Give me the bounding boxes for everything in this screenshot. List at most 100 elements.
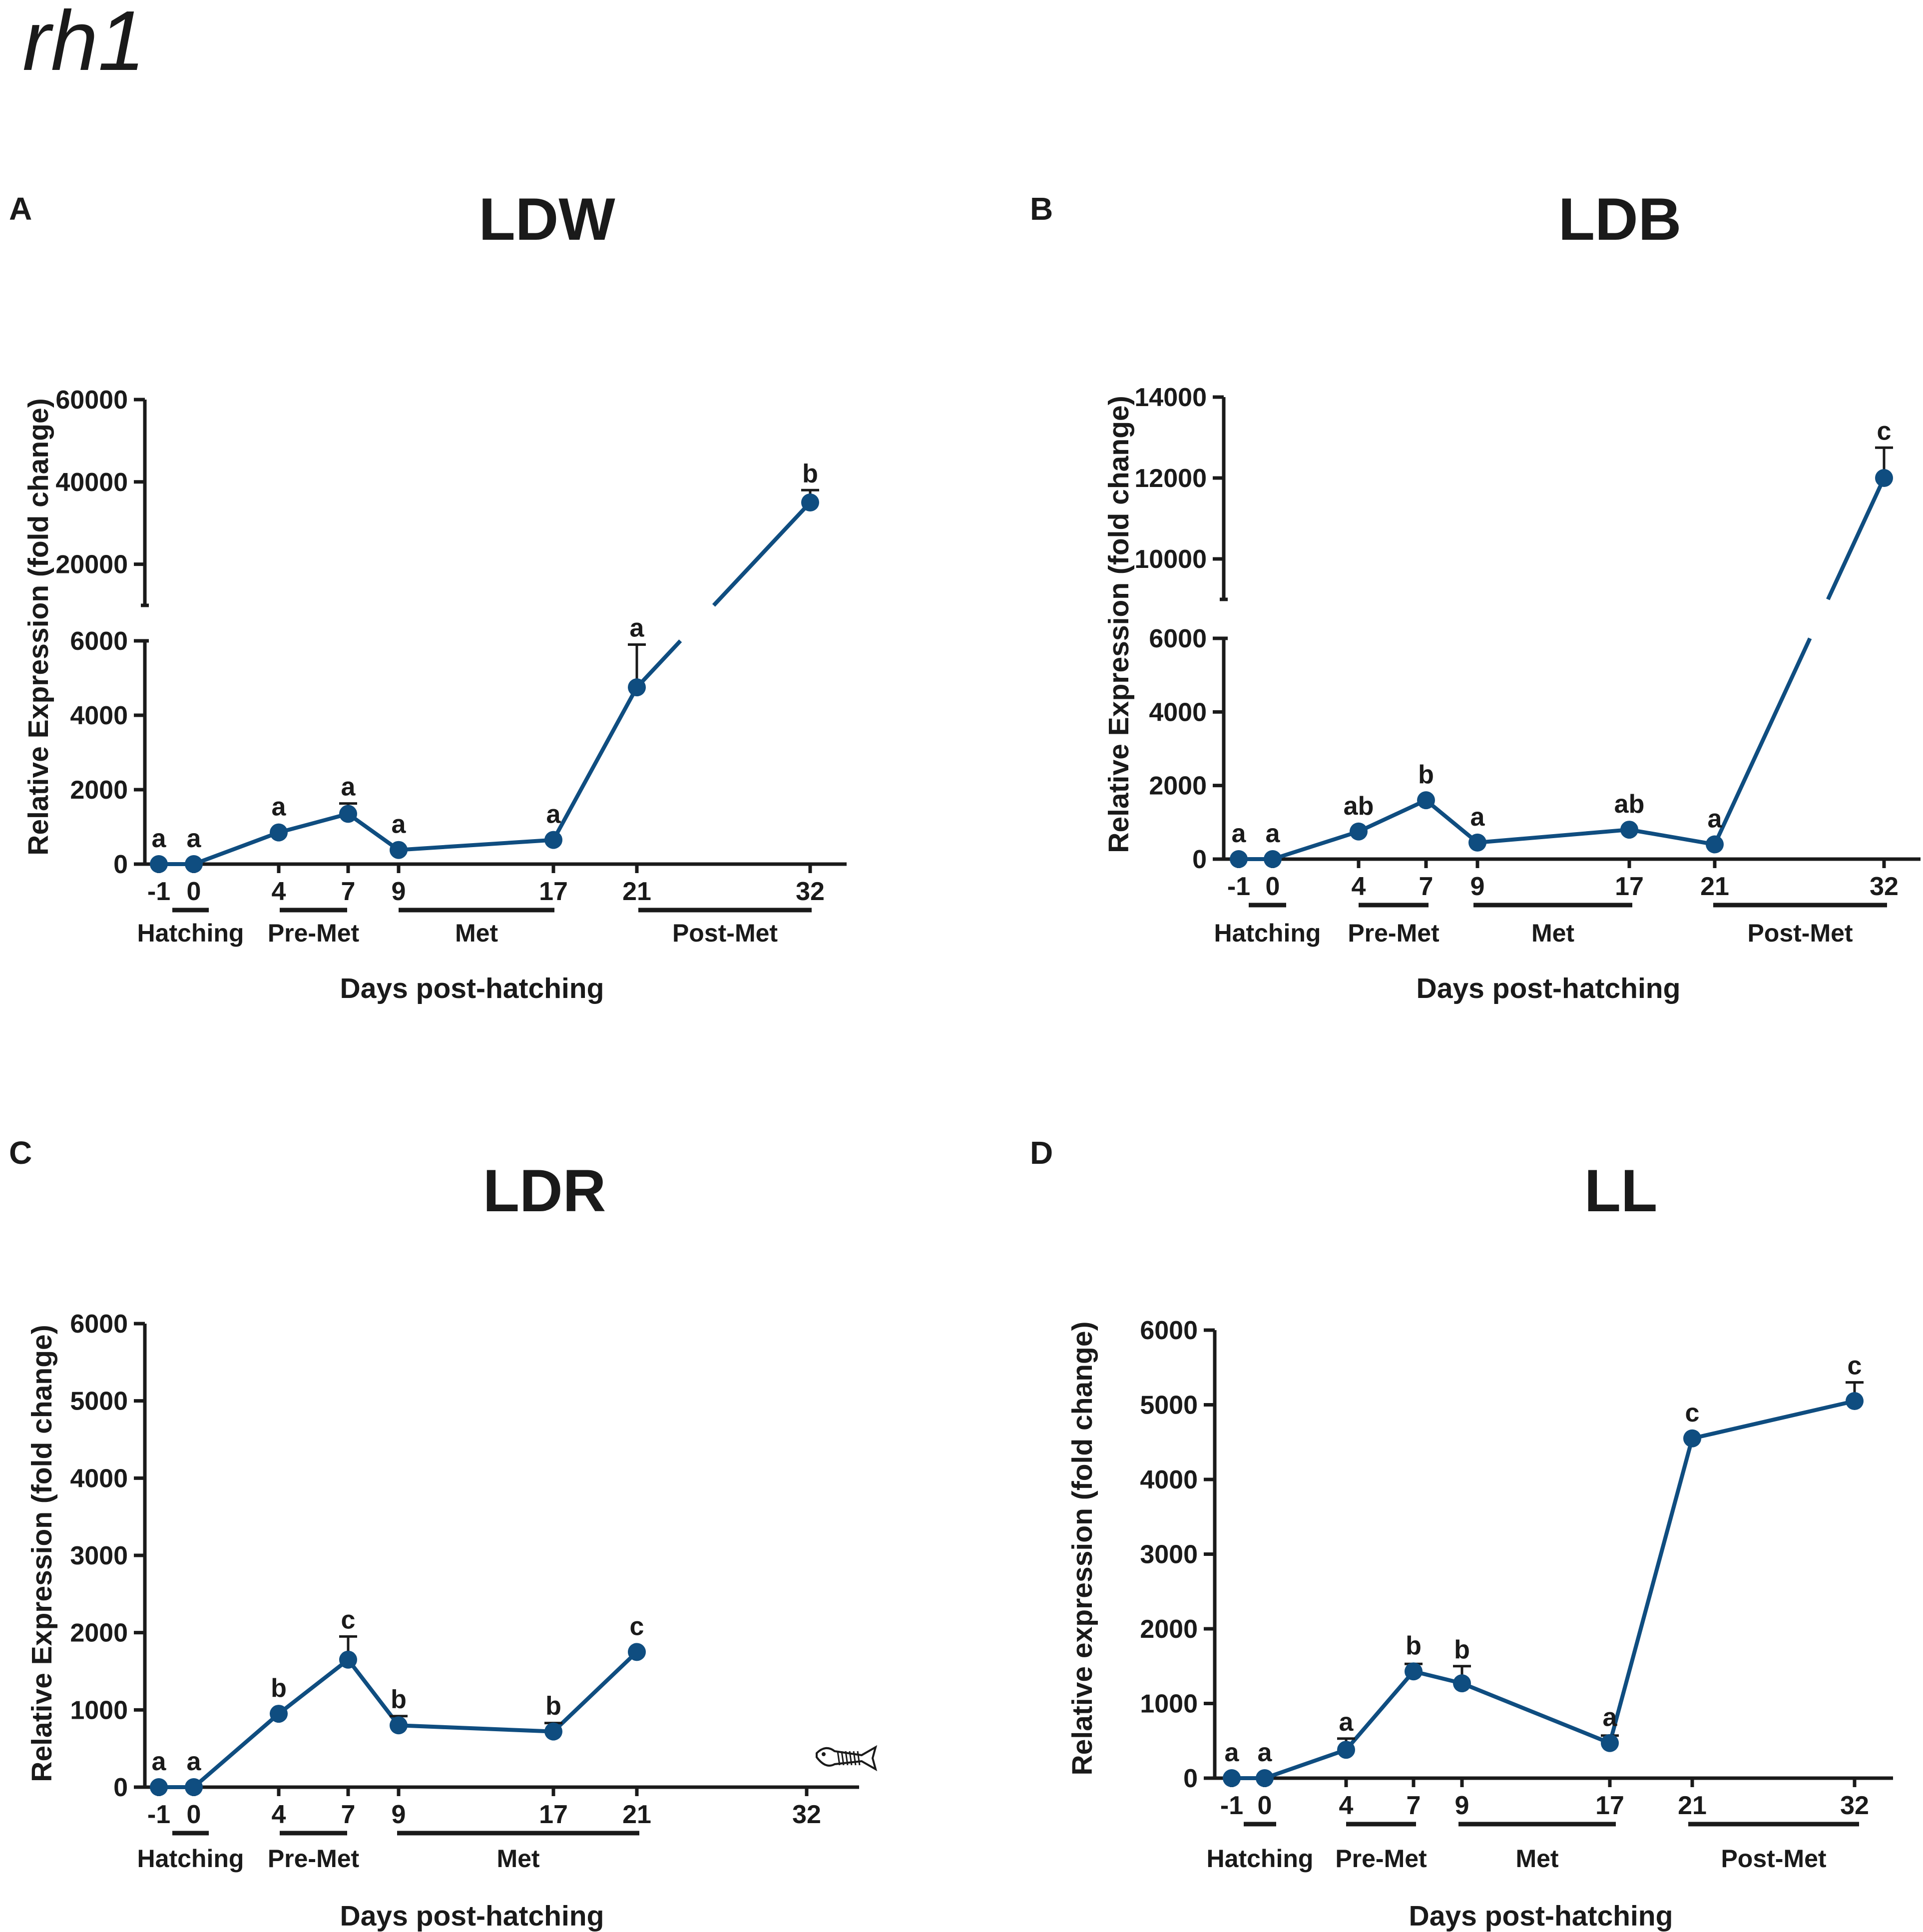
y-axis-label: Relative Expression (fold change) [22, 398, 54, 855]
y-tick-label: 40000 [55, 468, 128, 497]
x-tick-label: -1 [147, 877, 170, 906]
significance-label: c [341, 1605, 356, 1634]
chart-panel-a: A LDW Relative Expression (fold change) Day… [9, 186, 847, 1004]
x-tick-label: 17 [1595, 1791, 1624, 1820]
stage-label: Pre-Met [1348, 919, 1440, 947]
y-tick-label: 1000 [70, 1696, 128, 1725]
x-tick-label: 0 [1266, 872, 1280, 901]
data-point [1223, 1769, 1241, 1787]
stage-label: Pre-Met [268, 919, 360, 947]
chart-title: LDW [479, 186, 615, 253]
data-point [628, 1643, 646, 1661]
y-tick-label: 3000 [70, 1541, 128, 1570]
data-point [544, 1722, 562, 1741]
y-axis-label: Relative Expression (fold change) [26, 1325, 58, 1782]
data-point [1601, 1734, 1619, 1752]
x-tick-label: -1 [1220, 1791, 1243, 1820]
data-point [1683, 1429, 1701, 1448]
chart-title: LDB [1558, 186, 1682, 253]
y-tick-label: 2000 [70, 1619, 128, 1648]
x-tick-label: 32 [796, 877, 825, 906]
data-point [1256, 1769, 1274, 1787]
y-axis-label: Relative Expression (fold change) [1103, 396, 1135, 853]
significance-label: a [630, 613, 645, 642]
data-point [1846, 1392, 1864, 1411]
y-tick-label: 4000 [70, 1464, 128, 1493]
stage-label: Hatching [1207, 1845, 1314, 1873]
y-tick-label: 60000 [55, 386, 128, 415]
significance-label: a [392, 810, 407, 839]
x-tick-label: 21 [1700, 872, 1729, 901]
series-line [1239, 477, 1886, 861]
significance-label: b [391, 1685, 407, 1714]
significance-label: b [1454, 1635, 1470, 1664]
stage-label: Hatching [137, 919, 244, 947]
chart-title: LDR [483, 1157, 606, 1224]
chart-panels: A LDW Relative Expression (fold change) Day… [9, 186, 1921, 1932]
x-axis-label: Days post-hatching [1409, 1900, 1673, 1932]
y-tick-label: 1000 [1140, 1690, 1198, 1719]
x-tick-label: -1 [147, 1800, 170, 1829]
x-tick-label: 17 [539, 877, 568, 906]
significance-label: a [1470, 803, 1485, 832]
significance-label: a [1258, 1738, 1273, 1767]
data-point [390, 1716, 408, 1735]
x-axis-label: Days post-hatching [340, 972, 604, 1004]
significance-label: a [152, 824, 167, 853]
significance-label: ab [1614, 790, 1645, 819]
panel-letter: C [9, 1135, 32, 1171]
significance-label: b [1418, 760, 1434, 789]
x-tick-label: 7 [341, 877, 356, 906]
data-point [1230, 850, 1248, 868]
y-tick-label: 4000 [1140, 1465, 1198, 1494]
y-tick-label: 6000 [1140, 1316, 1198, 1345]
y-tick-label: 6000 [70, 627, 128, 656]
significance-label: a [341, 773, 356, 802]
data-point [270, 823, 288, 842]
series-line [1232, 1399, 1855, 1780]
x-tick-label: -1 [1227, 872, 1250, 901]
y-tick-label: 6000 [70, 1310, 128, 1339]
stage-label: Met [455, 919, 498, 947]
x-tick-label: 0 [187, 1800, 201, 1829]
stage-label: Pre-Met [1335, 1845, 1427, 1873]
x-tick-label: 7 [1419, 872, 1434, 901]
dead-fish-icon [816, 1745, 878, 1772]
stage-label: Pre-Met [268, 1845, 360, 1873]
stage-label: Post-Met [1721, 1845, 1826, 1873]
data-point [270, 1705, 288, 1723]
panel-letter: A [9, 191, 32, 227]
data-point [1405, 1662, 1423, 1681]
significance-label: c [1877, 417, 1892, 446]
significance-label: a [1339, 1708, 1354, 1737]
chart-title: LL [1584, 1157, 1658, 1224]
panel-letter: D [1030, 1135, 1053, 1171]
x-tick-label: 9 [392, 877, 406, 906]
data-point [150, 855, 168, 873]
chart-panel-c: C LDR Relative Expression (fold change) Day… [9, 1135, 878, 1932]
y-tick-label: 2000 [1140, 1615, 1198, 1644]
y-tick-label: 10000 [1134, 545, 1207, 574]
data-point [1706, 835, 1724, 854]
series-line [159, 501, 812, 866]
y-tick-label: 5000 [70, 1387, 128, 1416]
x-tick-label: 4 [272, 877, 286, 906]
y-tick-label: 0 [1192, 845, 1207, 874]
significance-label: a [272, 793, 287, 822]
y-tick-label: 20000 [55, 550, 128, 579]
significance-label: b [802, 459, 818, 488]
significance-label: b [271, 1674, 287, 1703]
data-point [801, 493, 819, 511]
y-tick-label: 12000 [1134, 464, 1207, 493]
significance-label: a [1232, 819, 1247, 848]
x-tick-label: 21 [622, 1800, 651, 1829]
significance-label: a [1708, 805, 1723, 834]
x-tick-label: 17 [1615, 872, 1644, 901]
stage-label: Met [1531, 919, 1574, 947]
y-tick-label: 4000 [70, 701, 128, 730]
data-point [1453, 1674, 1471, 1693]
data-point [1337, 1741, 1355, 1759]
y-tick-label: 0 [113, 1773, 128, 1802]
y-tick-label: 2000 [1149, 772, 1207, 801]
